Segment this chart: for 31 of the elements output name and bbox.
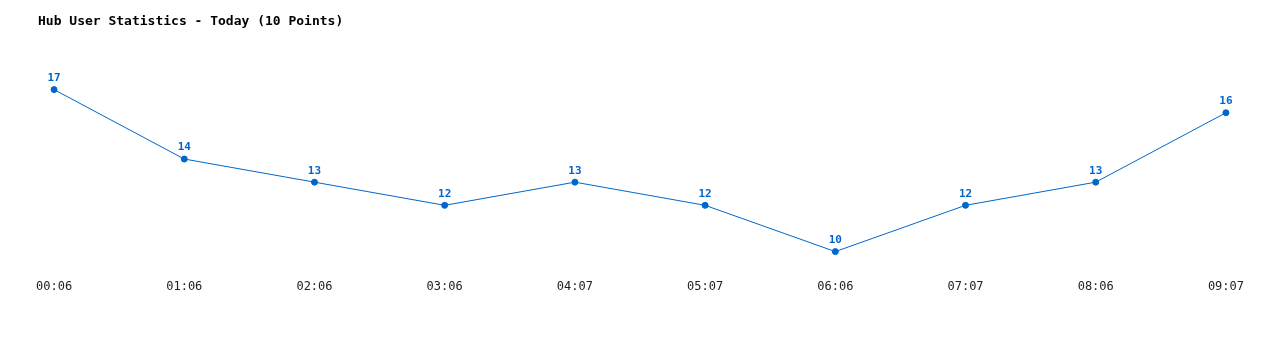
- point: [1222, 109, 1230, 117]
- point: [180, 155, 188, 163]
- point: [962, 201, 970, 209]
- point: [310, 178, 318, 186]
- x-tick-label: 00:06: [36, 278, 73, 293]
- point: [571, 178, 579, 186]
- point: [1092, 178, 1100, 186]
- point: [50, 86, 58, 94]
- data-label: 13: [1089, 163, 1103, 177]
- data-label: 12: [958, 186, 973, 200]
- x-tick-label: 09:07: [1207, 278, 1244, 293]
- data-label: 10: [828, 232, 842, 246]
- x-tick-label: 01:06: [166, 278, 203, 293]
- data-label: 16: [1219, 94, 1233, 108]
- x-tick-label: 04:07: [556, 278, 593, 293]
- point: [701, 201, 709, 209]
- x-tick-label: 05:07: [687, 278, 724, 293]
- x-tick-label: 03:06: [426, 278, 463, 293]
- x-tick-label: 02:06: [296, 278, 333, 293]
- point: [831, 248, 839, 256]
- x-tick-label: 07:07: [947, 278, 984, 293]
- x-tick-label: 06:06: [817, 278, 854, 293]
- point: [441, 201, 449, 209]
- data-label: 13: [307, 163, 322, 177]
- data-label: 12: [438, 186, 452, 200]
- data-label: 14: [177, 140, 192, 154]
- x-tick-label: 08:06: [1077, 278, 1114, 293]
- data-label: 13: [568, 163, 582, 177]
- data-label: 17: [47, 70, 61, 84]
- chart-title: Hub User Statistics - Today (10 Points): [38, 13, 344, 29]
- data-label: 12: [698, 186, 712, 200]
